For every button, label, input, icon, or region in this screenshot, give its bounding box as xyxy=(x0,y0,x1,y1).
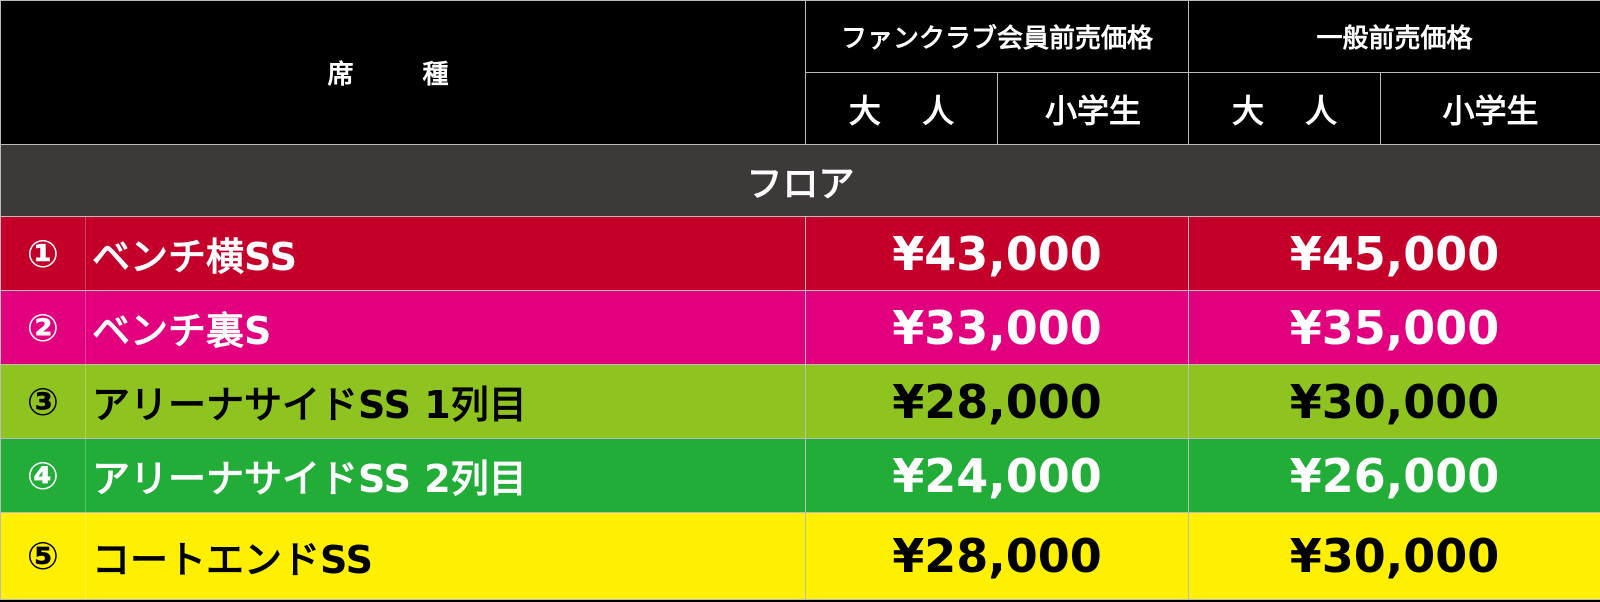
seat-row: ③ アリーナサイドSS 1列目 ¥28,000 ¥30,000 xyxy=(0,364,1600,439)
header-row-1: 席 種 ファンクラブ会員前売価格 一般前売価格 xyxy=(0,0,1600,145)
fanclub-child-header: 小学生 xyxy=(996,72,1190,145)
seat-row: ④ アリーナサイドSS 2列目 ¥24,000 ¥26,000 xyxy=(0,438,1600,513)
general-child-header: 小学生 xyxy=(1380,72,1600,145)
general-presale-header: 一般前売価格 xyxy=(1188,0,1600,73)
seat-name: アリーナサイドSS 1列目 xyxy=(85,364,806,439)
general-price: ¥26,000 xyxy=(1188,438,1600,513)
fanclub-price: ¥33,000 xyxy=(804,290,1190,365)
header-row-2: 大 人 小学生 大 人 小学生 xyxy=(1,72,1600,145)
seat-number: ① xyxy=(0,216,86,291)
seat-name: アリーナサイドSS 2列目 xyxy=(85,438,806,513)
section-floor-label: フロア xyxy=(0,144,1600,217)
section-row: フロア xyxy=(0,144,1600,217)
fanclub-price: ¥28,000 xyxy=(804,512,1190,600)
general-price: ¥30,000 xyxy=(1188,512,1600,600)
seat-name: コートエンドSS xyxy=(85,512,806,600)
general-adult-header: 大 人 xyxy=(1188,72,1382,145)
fanclub-price: ¥28,000 xyxy=(804,364,1190,439)
seat-name: ベンチ裏S xyxy=(85,290,806,365)
seat-row: ⑤ コートエンドSS ¥28,000 ¥30,000 xyxy=(0,512,1600,600)
general-price: ¥35,000 xyxy=(1188,290,1600,365)
seat-number: ⑤ xyxy=(0,512,86,600)
seat-row: ② ベンチ裏S ¥33,000 ¥35,000 xyxy=(0,290,1600,365)
seat-name: ベンチ横SS xyxy=(85,216,806,291)
seat-number: ② xyxy=(0,290,86,365)
seat-number: ④ xyxy=(0,438,86,513)
fanclub-price: ¥24,000 xyxy=(804,438,1190,513)
seat-row: ① ベンチ横SS ¥43,000 ¥45,000 xyxy=(0,216,1600,291)
fanclub-price: ¥43,000 xyxy=(804,216,1190,291)
seat-number: ③ xyxy=(0,364,86,439)
seat-type-header: 席 種 xyxy=(0,0,806,145)
general-price: ¥30,000 xyxy=(1188,364,1600,439)
fanclub-adult-header: 大 人 xyxy=(805,72,998,145)
general-price: ¥45,000 xyxy=(1188,216,1600,291)
fanclub-presale-header: ファンクラブ会員前売価格 xyxy=(804,0,1190,73)
